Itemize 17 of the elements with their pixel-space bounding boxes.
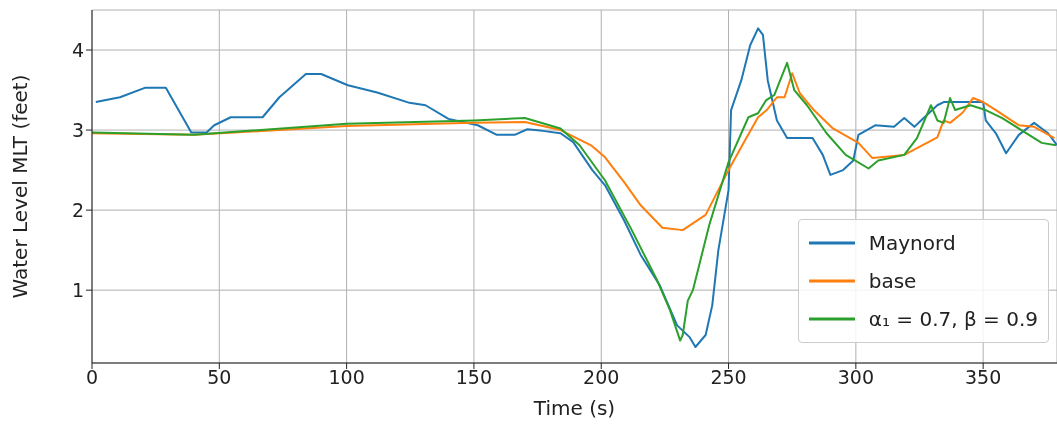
y-tick-label: 4 <box>71 38 84 61</box>
x-tick-label: 300 <box>837 366 874 389</box>
x-tick-label: 0 <box>85 366 99 389</box>
x-tick-label: 200 <box>583 366 620 389</box>
x-tick-label: 50 <box>207 366 232 389</box>
legend-label: α₁ = 0.7, β = 0.9 <box>868 307 1038 331</box>
x-axis-title: Time (s) <box>532 396 616 420</box>
legend-label: base <box>868 269 917 293</box>
y-tick-label: 1 <box>71 278 84 301</box>
y-tick-label: 2 <box>71 198 84 221</box>
x-tick-label: 350 <box>965 366 1002 389</box>
y-axis-title: Water Level MLT (feet) <box>8 74 33 299</box>
y-tick-label: 3 <box>71 118 84 141</box>
x-tick-label: 100 <box>328 366 365 389</box>
legend-label: Maynord <box>868 231 956 255</box>
x-tick-label: 250 <box>710 366 747 389</box>
x-tick-label: 150 <box>455 366 493 389</box>
